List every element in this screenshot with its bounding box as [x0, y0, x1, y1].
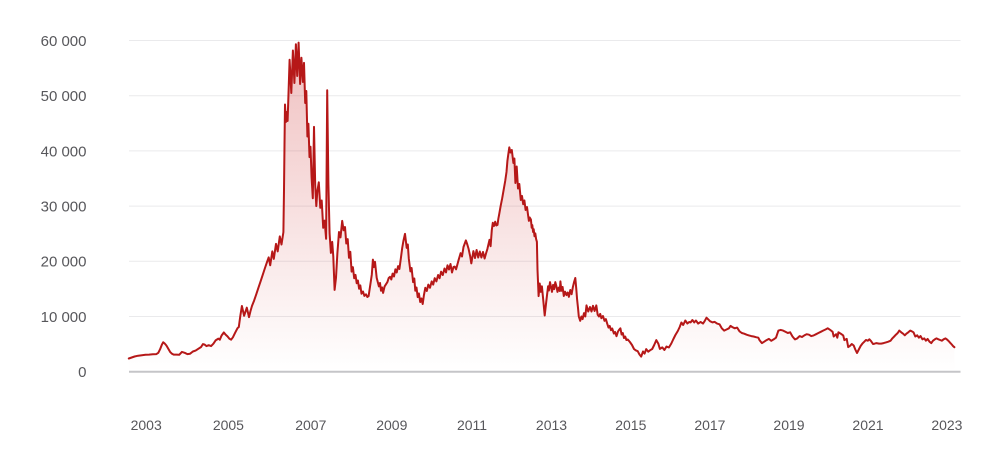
svg-text:2021: 2021 [852, 417, 883, 433]
svg-text:2013: 2013 [536, 417, 567, 433]
svg-text:2005: 2005 [213, 417, 244, 433]
svg-text:2015: 2015 [615, 417, 646, 433]
svg-text:2017: 2017 [694, 417, 725, 433]
svg-text:30 000: 30 000 [41, 199, 87, 216]
svg-text:10 000: 10 000 [41, 309, 87, 326]
svg-text:0: 0 [78, 364, 86, 381]
svg-text:50 000: 50 000 [41, 88, 87, 105]
svg-text:2007: 2007 [295, 417, 326, 433]
svg-text:2011: 2011 [457, 417, 487, 433]
svg-text:2003: 2003 [131, 417, 162, 433]
svg-text:60 000: 60 000 [41, 33, 87, 50]
svg-text:20 000: 20 000 [41, 254, 87, 271]
svg-text:40 000: 40 000 [41, 143, 87, 160]
svg-text:2009: 2009 [376, 417, 407, 433]
svg-text:2023: 2023 [931, 417, 962, 433]
svg-text:2019: 2019 [773, 417, 804, 433]
